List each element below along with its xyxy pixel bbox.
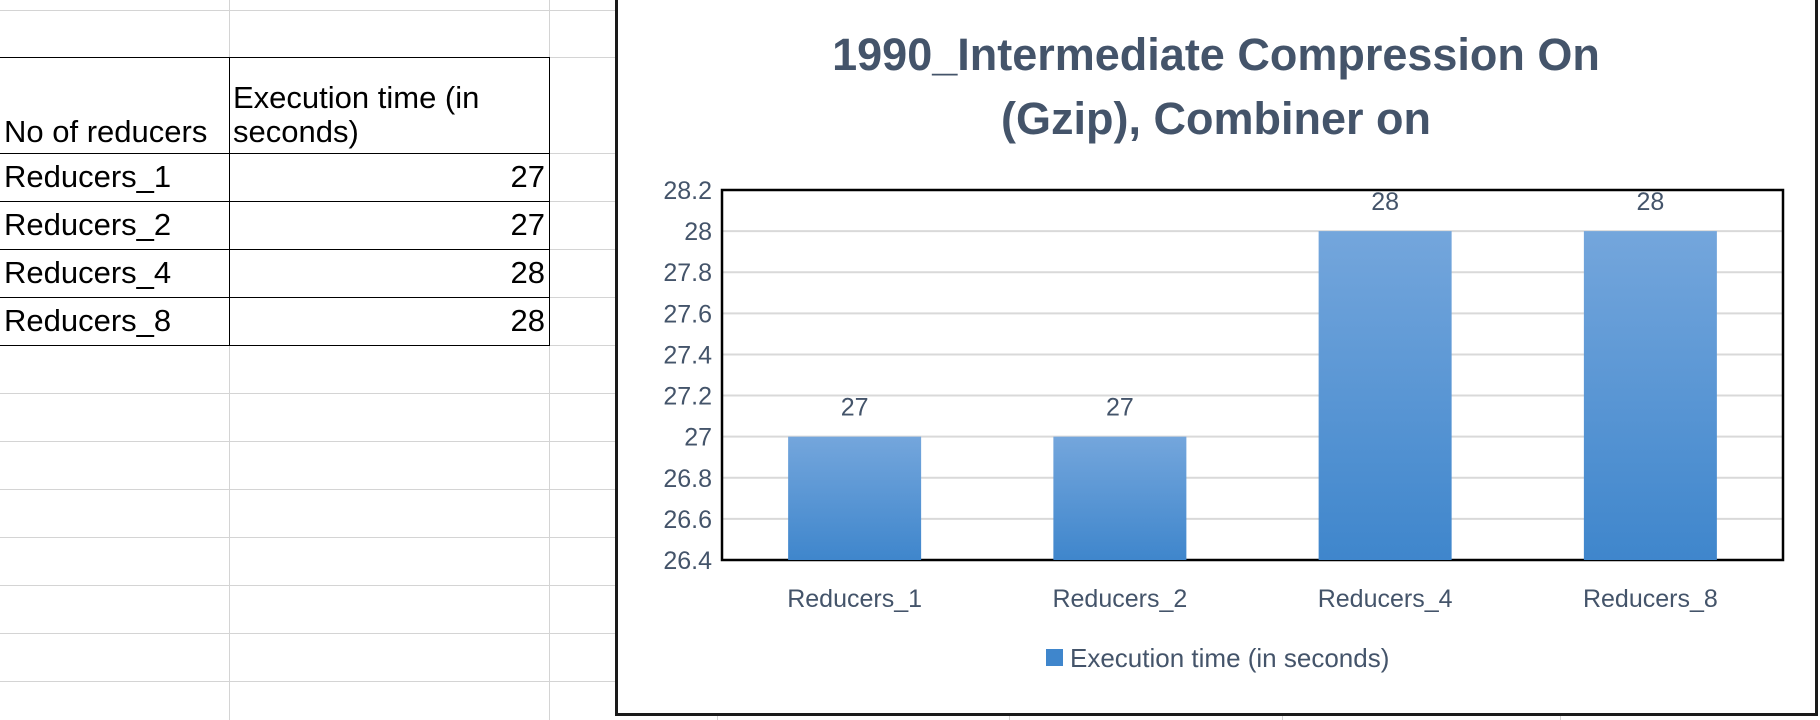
y-tick-label: 27.4 bbox=[663, 341, 712, 369]
chart-area[interactable]: 1990_Intermediate Compression On (Gzip), … bbox=[615, 0, 1818, 716]
table-border bbox=[0, 345, 550, 346]
table-row-2-value[interactable]: 27 bbox=[510, 206, 545, 242]
y-tick-label: 28.2 bbox=[663, 177, 712, 205]
x-category-label: Reducers_8 bbox=[1583, 585, 1718, 613]
table-header-execution-time-text: Execution time (in seconds) bbox=[233, 79, 480, 149]
table-border bbox=[0, 153, 550, 154]
x-category-label: Reducers_4 bbox=[1318, 585, 1453, 613]
bar bbox=[788, 436, 922, 560]
y-tick-label: 27.2 bbox=[663, 383, 712, 411]
table-header-reducers-text: No of reducers bbox=[4, 113, 208, 149]
chart-title: 1990_Intermediate Compression On bbox=[832, 29, 1600, 80]
bar bbox=[1318, 231, 1452, 560]
table-header-execution-time[interactable]: Execution time (in seconds) bbox=[229, 57, 549, 153]
table-border bbox=[0, 201, 550, 202]
plot-area-border bbox=[720, 188, 1785, 562]
y-tick-label: 27.8 bbox=[663, 259, 712, 287]
legend-swatch bbox=[1046, 649, 1063, 666]
table-row-3-label[interactable]: Reducers_4 bbox=[4, 254, 172, 290]
data-label: 28 bbox=[1636, 188, 1664, 216]
y-tick-label: 26.4 bbox=[663, 547, 712, 575]
table-row-1-value[interactable]: 27 bbox=[510, 158, 545, 194]
table-border bbox=[0, 57, 550, 58]
table-border bbox=[229, 57, 230, 346]
x-category-label: Reducers_1 bbox=[787, 585, 922, 613]
table-border bbox=[549, 57, 550, 346]
legend-label: Execution time (in seconds) bbox=[1070, 643, 1389, 673]
bar bbox=[1053, 436, 1187, 560]
bar bbox=[1583, 231, 1717, 560]
y-tick-label: 27.6 bbox=[663, 300, 712, 328]
table-border bbox=[0, 249, 550, 250]
y-tick-label: 26.8 bbox=[663, 465, 712, 493]
table-row-4-value[interactable]: 28 bbox=[510, 302, 545, 338]
x-category-label: Reducers_2 bbox=[1052, 585, 1187, 613]
table-row-4-label[interactable]: Reducers_8 bbox=[4, 302, 172, 338]
data-label: 28 bbox=[1371, 188, 1399, 216]
table-row-1-label[interactable]: Reducers_1 bbox=[4, 158, 172, 194]
data-label: 27 bbox=[841, 394, 869, 422]
data-label: 27 bbox=[1106, 394, 1134, 422]
y-tick-label: 26.6 bbox=[663, 506, 712, 534]
y-tick-label: 28 bbox=[684, 218, 712, 246]
y-tick-label: 27 bbox=[684, 424, 712, 452]
bar-chart: 1990_Intermediate Compression On (Gzip), … bbox=[663, 29, 1785, 673]
chart-title: (Gzip), Combiner on bbox=[1001, 93, 1431, 144]
table-row-2-label[interactable]: Reducers_2 bbox=[4, 206, 172, 242]
table-header-reducers[interactable]: No of reducers bbox=[0, 57, 229, 153]
table-row-3-value[interactable]: 28 bbox=[510, 254, 545, 290]
table-border bbox=[0, 297, 550, 298]
